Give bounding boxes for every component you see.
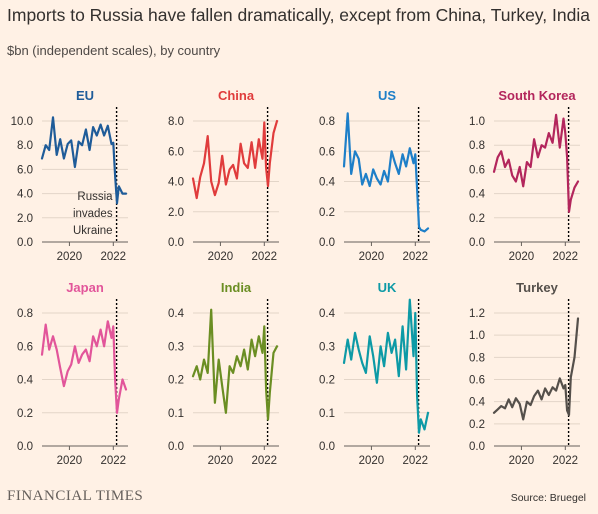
y-tick-label: 4.0 <box>168 177 184 189</box>
panel-south-korea: South Korea 0.0 0.2 0.4 0.6 0.8 1.0 2020 2022 <box>469 88 580 263</box>
chart-title: Imports to Russia have fallen dramatical… <box>7 5 590 25</box>
y-tick-label: 0.0 <box>469 441 485 453</box>
x-tick-label: 2022 <box>101 251 127 263</box>
series-line-india <box>191 308 279 421</box>
y-tick-label: 0.8 <box>17 308 33 320</box>
y-tick-label: 0.4 <box>469 189 486 201</box>
y-tick-label: 0.0 <box>17 237 33 249</box>
y-tick-label: 0.2 <box>319 207 335 219</box>
y-tick-label: 0.0 <box>319 441 335 453</box>
x-tick-label: 2020 <box>509 251 535 263</box>
x-tick-label: 2022 <box>553 251 579 263</box>
y-tick-label: 8.0 <box>17 140 33 152</box>
series-line-china <box>191 119 279 200</box>
y-tick-label: 0.3 <box>168 341 184 353</box>
publisher-logo: FINANCIAL TIMES <box>7 488 144 504</box>
y-tick-label: 8.0 <box>168 116 184 128</box>
source-note: Source: Bruegel <box>510 492 586 504</box>
y-tick-label: 0.1 <box>168 408 184 420</box>
y-tick-label: 0.8 <box>469 352 485 364</box>
y-tick-label: 0.4 <box>469 397 486 409</box>
panel-title: UK <box>378 280 397 295</box>
panel-title: EU <box>76 88 94 103</box>
panel-title: Turkey <box>516 280 558 295</box>
invasion-annotation: invades <box>73 208 113 220</box>
panel-title: India <box>221 280 252 295</box>
series-line-eu <box>40 116 128 205</box>
y-tick-label: 2.0 <box>17 213 33 225</box>
y-tick-label: 0.0 <box>168 441 184 453</box>
x-tick-label: 2020 <box>359 251 385 263</box>
y-tick-label: 1.0 <box>469 116 485 128</box>
panel-uk: UK 0.0 0.1 0.2 0.3 0.4 2020 2022 <box>319 280 430 467</box>
x-tick-label: 2022 <box>252 455 278 467</box>
y-tick-label: 6.0 <box>17 164 33 176</box>
panel-title: South Korea <box>498 88 576 103</box>
series-line-turkey <box>492 317 580 421</box>
y-tick-label: 0.0 <box>319 237 335 249</box>
invasion-annotation: Ukraine <box>73 225 113 237</box>
x-tick-label: 2020 <box>57 251 83 263</box>
x-tick-label: 2020 <box>359 455 385 467</box>
y-tick-label: 1.0 <box>469 330 485 342</box>
series-line-japan <box>40 320 128 414</box>
y-tick-label: 0.3 <box>319 341 335 353</box>
y-tick-label: 1.2 <box>469 308 485 320</box>
y-tick-label: 2.0 <box>168 207 184 219</box>
x-tick-label: 2020 <box>208 455 234 467</box>
y-tick-label: 0.0 <box>469 237 485 249</box>
x-tick-label: 2022 <box>101 455 127 467</box>
x-tick-label: 2022 <box>403 251 429 263</box>
x-tick-label: 2022 <box>252 251 278 263</box>
y-tick-label: 0.0 <box>17 441 33 453</box>
y-tick-label: 0.4 <box>168 308 185 320</box>
y-tick-label: 10.0 <box>11 116 33 128</box>
panel-turkey: Turkey 0.0 0.2 0.4 0.6 0.8 1.0 1.2 2020 2022 <box>469 280 580 467</box>
x-tick-label: 2022 <box>403 455 429 467</box>
y-tick-label: 0.8 <box>469 140 485 152</box>
y-tick-label: 6.0 <box>168 146 184 158</box>
y-tick-label: 0.4 <box>319 308 336 320</box>
y-tick-label: 4.0 <box>17 189 33 201</box>
series-line-south-korea <box>492 113 580 213</box>
y-tick-label: 0.4 <box>319 177 336 189</box>
y-tick-label: 0.1 <box>319 408 335 420</box>
y-tick-label: 0.0 <box>168 237 184 249</box>
y-tick-label: 0.2 <box>319 375 335 387</box>
panel-title: China <box>218 88 255 103</box>
panel-china: China 0.0 2.0 4.0 6.0 8.0 2020 2022 <box>168 88 279 263</box>
x-tick-label: 2020 <box>208 251 234 263</box>
chart-subtitle: $bn (independent scales), by country <box>7 43 221 58</box>
invasion-annotation: Russia <box>77 191 113 203</box>
panel-eu: EU 0.0 2.0 4.0 6.0 8.0 10.0 2020 2022 Russia invad… <box>11 88 128 263</box>
x-tick-label: 2020 <box>509 455 535 467</box>
series-line-us <box>342 112 430 233</box>
panel-us: US 0.0 0.2 0.4 0.6 0.8 2020 2022 <box>319 88 430 263</box>
y-tick-label: 0.6 <box>469 164 485 176</box>
series-line-uk <box>342 298 430 434</box>
y-tick-label: 0.6 <box>319 146 335 158</box>
x-tick-label: 2020 <box>57 455 83 467</box>
y-tick-label: 0.2 <box>17 408 33 420</box>
panel-title: Japan <box>66 280 104 295</box>
panel-india: India 0.0 0.1 0.2 0.3 0.4 2020 2022 <box>168 280 279 467</box>
y-tick-label: 0.6 <box>17 341 33 353</box>
y-tick-label: 0.4 <box>17 375 34 387</box>
y-tick-label: 0.2 <box>469 419 485 431</box>
panel-title: US <box>378 88 396 103</box>
y-tick-label: 0.6 <box>469 375 485 387</box>
y-tick-label: 0.8 <box>319 116 335 128</box>
x-tick-label: 2022 <box>553 455 579 467</box>
panel-japan: Japan 0.0 0.2 0.4 0.6 0.8 2020 2022 <box>17 280 128 467</box>
y-tick-label: 0.2 <box>168 375 184 387</box>
y-tick-label: 0.2 <box>469 213 485 225</box>
